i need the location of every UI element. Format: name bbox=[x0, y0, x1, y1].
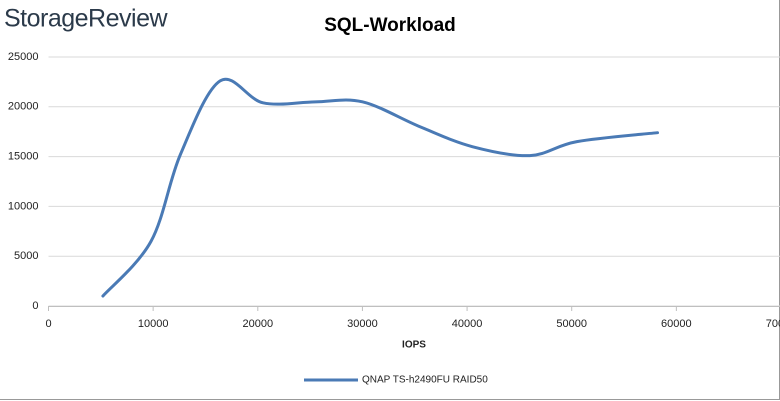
x-tick-label: 50000 bbox=[556, 318, 587, 330]
data-line bbox=[101, 77, 660, 298]
chart-title: SQL-Workload bbox=[324, 15, 456, 36]
brand-logo: StorageReview bbox=[4, 5, 168, 33]
y-tick-label: 10000 bbox=[8, 200, 39, 212]
x-tick-label: 70000 bbox=[766, 318, 780, 330]
y-tick-label: 25000 bbox=[8, 51, 39, 63]
x-tick-label: 20000 bbox=[242, 318, 273, 330]
x-tick-label: 60000 bbox=[661, 318, 692, 330]
y-tick-label: 15000 bbox=[8, 151, 39, 163]
y-tick-label: 0 bbox=[32, 300, 38, 312]
x-tick-label: 0 bbox=[45, 318, 51, 330]
x-tick-label: 30000 bbox=[347, 318, 378, 330]
y-tick-label: 5000 bbox=[14, 250, 38, 262]
y-tick-label: 20000 bbox=[8, 101, 39, 113]
x-tick-label: 40000 bbox=[452, 318, 483, 330]
x-axis-label: IOPS bbox=[402, 340, 426, 351]
legend-label: QNAP TS-h2490FU RAID50 bbox=[362, 375, 488, 386]
x-tick-label: 10000 bbox=[138, 318, 169, 330]
